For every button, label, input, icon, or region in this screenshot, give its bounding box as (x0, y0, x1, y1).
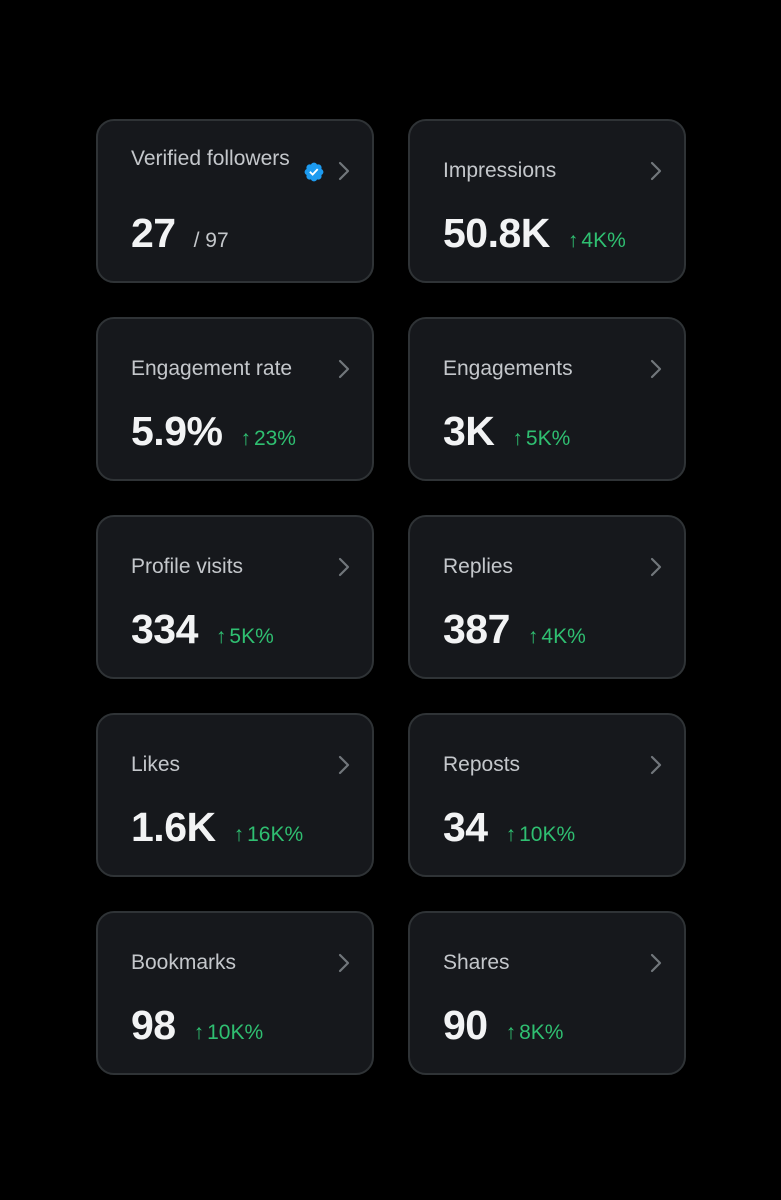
value-row: 98 ↑ 10K% (131, 1001, 263, 1049)
metric-change-value: 5K% (229, 625, 273, 649)
metric-change: ↑ 10K% (506, 823, 576, 847)
card-reposts[interactable]: Reposts 34 ↑ 10K% (408, 713, 686, 877)
chevron-right-icon (644, 753, 668, 777)
chevron-right-icon (332, 753, 356, 777)
arrow-up-icon: ↑ (216, 625, 227, 649)
value-row: 27 / 97 (131, 209, 229, 257)
value-row: 334 ↑ 5K% (131, 605, 274, 653)
metric-value: 90 (443, 1001, 488, 1049)
metric-change: ↑ 8K% (506, 1021, 564, 1045)
metric-change-value: 16K% (247, 823, 303, 847)
metrics-grid: Verified followers 27 / 97 Impressions 5… (96, 119, 686, 1075)
card-label: Reposts (443, 753, 613, 777)
metric-change: ↑ 5K% (512, 427, 570, 451)
metric-value: 5.9% (131, 407, 222, 455)
value-row: 1.6K ↑ 16K% (131, 803, 303, 851)
chevron-right-icon (644, 357, 668, 381)
chevron-right-icon (332, 951, 356, 975)
metric-change: ↑ 23% (240, 427, 296, 451)
metric-value: 3K (443, 407, 494, 455)
value-row: 50.8K ↑ 4K% (443, 209, 626, 257)
card-impressions[interactable]: Impressions 50.8K ↑ 4K% (408, 119, 686, 283)
arrow-up-icon: ↑ (506, 823, 517, 847)
metric-change-value: 23% (254, 427, 296, 451)
chevron-right-icon (332, 555, 356, 579)
card-label: Engagements (443, 357, 613, 381)
metric-value: 27 (131, 209, 176, 257)
arrow-up-icon: ↑ (568, 229, 579, 253)
metric-value: 50.8K (443, 209, 550, 257)
card-label: Profile visits (131, 555, 301, 579)
metric-change-value: 10K% (519, 823, 575, 847)
card-replies[interactable]: Replies 387 ↑ 4K% (408, 515, 686, 679)
metric-value: 98 (131, 1001, 176, 1049)
value-row: 5.9% ↑ 23% (131, 407, 296, 455)
metric-change: ↑ 16K% (234, 823, 304, 847)
card-label: Likes (131, 753, 301, 777)
card-engagements[interactable]: Engagements 3K ↑ 5K% (408, 317, 686, 481)
metric-value: 34 (443, 803, 488, 851)
metric-change-value: 4K% (581, 229, 625, 253)
arrow-up-icon: ↑ (234, 823, 245, 847)
chevron-right-icon (644, 951, 668, 975)
metric-value: 1.6K (131, 803, 216, 851)
card-shares[interactable]: Shares 90 ↑ 8K% (408, 911, 686, 1075)
arrow-up-icon: ↑ (512, 427, 523, 451)
chevron-right-icon (332, 159, 356, 183)
metric-change-value: 8K% (519, 1021, 563, 1045)
card-label: Impressions (443, 159, 613, 183)
card-verified-followers[interactable]: Verified followers 27 / 97 (96, 119, 374, 283)
card-profile-visits[interactable]: Profile visits 334 ↑ 5K% (96, 515, 374, 679)
card-label: Engagement rate (131, 357, 301, 381)
chevron-right-icon (332, 357, 356, 381)
chevron-right-icon (644, 159, 668, 183)
metric-value: 387 (443, 605, 510, 653)
value-row: 3K ↑ 5K% (443, 407, 570, 455)
metric-total: / 97 (194, 229, 229, 253)
arrow-up-icon: ↑ (240, 427, 251, 451)
metric-value: 334 (131, 605, 198, 653)
arrow-up-icon: ↑ (528, 625, 539, 649)
metric-change: ↑ 10K% (194, 1021, 264, 1045)
card-label: Shares (443, 951, 613, 975)
card-label: Replies (443, 555, 613, 579)
card-label: Verified followers (131, 147, 301, 171)
arrow-up-icon: ↑ (506, 1021, 517, 1045)
metric-change-value: 4K% (541, 625, 585, 649)
arrow-up-icon: ↑ (194, 1021, 205, 1045)
card-engagement-rate[interactable]: Engagement rate 5.9% ↑ 23% (96, 317, 374, 481)
value-row: 90 ↑ 8K% (443, 1001, 563, 1049)
value-row: 34 ↑ 10K% (443, 803, 575, 851)
metric-change: ↑ 4K% (568, 229, 626, 253)
card-likes[interactable]: Likes 1.6K ↑ 16K% (96, 713, 374, 877)
value-row: 387 ↑ 4K% (443, 605, 586, 653)
metric-change-value: 10K% (207, 1021, 263, 1045)
metric-change: ↑ 5K% (216, 625, 274, 649)
card-bookmarks[interactable]: Bookmarks 98 ↑ 10K% (96, 911, 374, 1075)
chevron-right-icon (644, 555, 668, 579)
verified-badge-icon (303, 161, 325, 183)
metric-change-value: 5K% (526, 427, 570, 451)
metric-change: ↑ 4K% (528, 625, 586, 649)
card-label: Bookmarks (131, 951, 301, 975)
